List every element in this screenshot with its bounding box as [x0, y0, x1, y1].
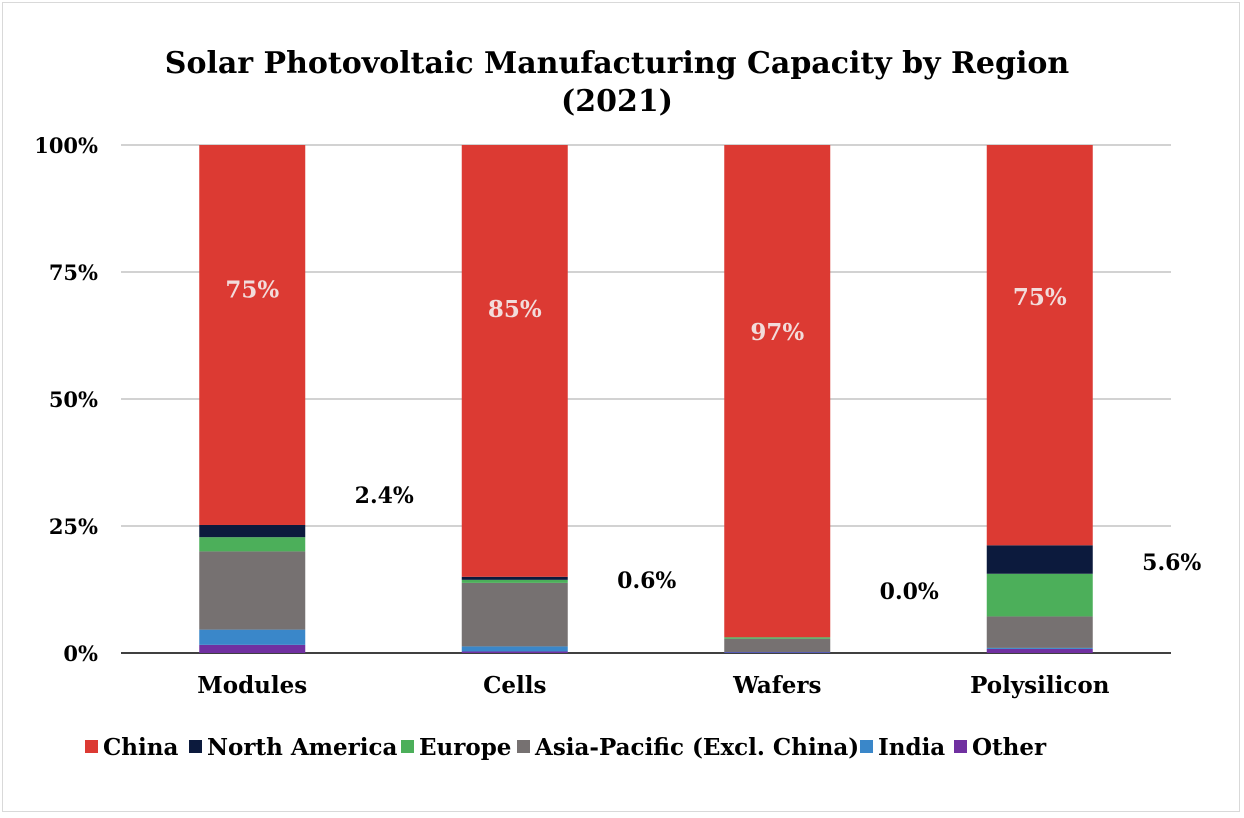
x-category-label: Wafers [732, 672, 821, 699]
legend-swatch [860, 740, 873, 753]
bar-segment [199, 551, 306, 630]
y-axis-ticks: 0% 25% 50% 75% 100% [34, 133, 98, 666]
bar-segment [724, 652, 831, 653]
legend-label: North America [207, 734, 398, 761]
bar-segment [461, 576, 568, 580]
north-america-data-label: 5.6% [1142, 550, 1201, 576]
legend-label: China [103, 734, 178, 761]
legend-swatch [85, 740, 98, 753]
x-category-label: Cells [483, 672, 546, 699]
y-tick-label: 25% [49, 514, 98, 539]
bar-segment [461, 646, 568, 652]
bar-segment [986, 616, 1093, 648]
bar-segment [724, 145, 831, 638]
stacked-bar-chart: Solar Photovoltaic Manufacturing Capacit… [34, 46, 1201, 761]
legend-label: India [878, 734, 945, 761]
legend-swatch [401, 740, 414, 753]
china-data-label: 75% [225, 276, 279, 303]
bars [199, 145, 1093, 653]
north-america-data-label: 0.0% [880, 579, 939, 605]
bar-segment [986, 647, 1093, 649]
bar-segment [199, 644, 306, 653]
legend-label: Other [972, 734, 1047, 761]
bar-segment [199, 537, 306, 552]
china-data-label: 75% [1013, 284, 1067, 311]
chart-title: Solar Photovoltaic Manufacturing Capacit… [165, 46, 1070, 81]
data-labels: 75% 2.4% 85% 0.6% 97% 0.0% 75% 5.6% [225, 276, 1201, 605]
bar-segment [724, 651, 831, 653]
y-tick-label: 50% [49, 387, 98, 412]
legend-label: Asia-Pacific (Excl. China) [534, 734, 859, 761]
legend-swatch [954, 740, 967, 753]
bar-segment [986, 145, 1093, 546]
china-data-label: 85% [488, 296, 542, 323]
bar-segment [461, 651, 568, 653]
bar-segment [724, 637, 831, 639]
north-america-data-label: 0.6% [617, 568, 676, 594]
y-tick-label: 100% [34, 133, 98, 158]
bar-segment [461, 145, 568, 577]
y-tick-label: 75% [49, 260, 98, 285]
bar-segment [199, 629, 306, 645]
legend-swatch [517, 740, 530, 753]
x-category-label: Modules [197, 672, 307, 699]
bar-segment [986, 545, 1093, 574]
legend-swatch [189, 740, 202, 753]
x-axis-categories: Modules Cells Wafers Polysilicon [197, 672, 1109, 699]
bar-segment [724, 638, 831, 652]
bar-segment [986, 648, 1093, 653]
y-tick-label: 0% [63, 641, 98, 666]
x-category-label: Polysilicon [970, 672, 1110, 699]
bar-segment [986, 573, 1093, 617]
china-data-label: 97% [750, 319, 804, 346]
bar-segment [461, 582, 568, 647]
chart-subtitle: (2021) [561, 84, 673, 119]
bar-segment [199, 145, 306, 525]
bar-segment [461, 579, 568, 583]
legend-label: Europe [419, 734, 511, 761]
legend: China North America Europe Asia-Pacific (Ex… [85, 734, 1047, 761]
bar-segment [199, 524, 306, 538]
north-america-data-label: 2.4% [355, 483, 414, 509]
